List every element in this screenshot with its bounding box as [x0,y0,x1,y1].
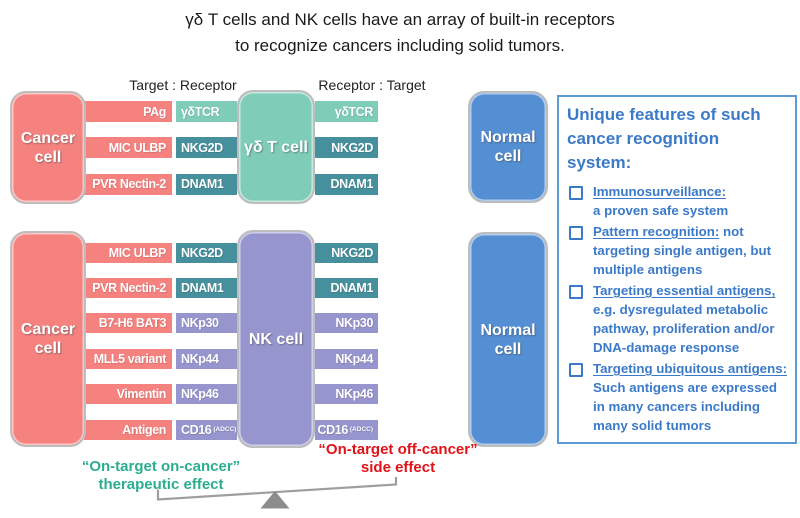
nk-cell-label: NK cell [248,330,304,348]
normal-cell-label: Normal cell [480,129,536,165]
feature-item: Immunosurveillance: a proven safe system [567,182,788,220]
target-bar: Vimentin [84,384,172,405]
target-bar: MIC ULBP [84,242,172,263]
receptor-bar-right: NKG2D [315,242,378,263]
features-list: Immunosurveillance: a proven safe system P… [567,182,788,435]
receptor-bar-right: NKp44 [315,348,378,369]
receptor-bar: DNAM1 [176,277,237,298]
therapeutic-effect-label: “On-target on-cancer” therapeutic effect [58,458,264,494]
feature-text: Pattern recognition: not targeting singl… [593,224,772,277]
label-target-receptor: Target : Receptor [129,77,237,93]
receptor-bar: NKp46 [176,384,237,405]
target-bar: PVR Nectin-2 [84,277,172,298]
side-effect-label: “On-target off-cancer” side effect [300,441,496,477]
receptor-bar-right: NKG2D [315,137,378,159]
receptor-bar-right: CD16 (ADCC) [315,419,378,440]
feature-text: Immunosurveillance: a proven safe system [593,184,729,218]
slide-title-line1: γδ T cells and NK cells have an array of… [185,10,615,29]
nk-cell-box: NK cell [237,230,315,448]
normal-cell-box-bottom: Normal cell [468,232,548,447]
feature-item: Pattern recognition: not targeting singl… [567,222,788,279]
receptor-bar: NKG2D [176,242,237,263]
target-bar: MLL5 variant [84,348,172,369]
target-bar: MIC ULBP [84,137,172,159]
receptor-bar: CD16 (ADCC) [176,419,237,440]
checkbox-bullet-icon [569,186,583,200]
receptor-bar: NKp44 [176,348,237,369]
target-bar: PAg [84,101,172,122]
receptor-bar-right: DNAM1 [315,277,378,298]
target-bar: B7-H6 BAT3 [84,313,172,334]
slide-title: γδ T cells and NK cells have an array of… [0,7,800,59]
seesaw-fulcrum-triangle [260,491,290,509]
receptor-bar: DNAM1 [176,173,237,195]
receptor-bar-right: NKp30 [315,313,378,334]
on-target-off-cancer-text: “On-target off-cancer” [318,441,478,458]
slide-title-line2: to recognize cancers including solid tum… [235,36,565,55]
receptor-bar: NKp30 [176,313,237,334]
receptor-bar-right: DNAM1 [315,173,378,195]
target-bar: Antigen [84,419,172,440]
feature-text: Targeting essential antigens, e.g. dysre… [593,283,776,355]
feature-text: Targeting ubiquitous antigens: Such anti… [593,361,788,433]
feature-item: Targeting essential antigens, e.g. dysre… [567,281,788,357]
normal-cell-label: Normal cell [480,321,536,358]
features-panel: Unique features of such cancer recogniti… [557,95,797,444]
receptor-bar: γδTCR [176,101,237,122]
normal-cell-box-top: Normal cell [468,91,548,203]
cancer-cell-box-bottom: Cancer cell [10,231,86,447]
side-effect-text: side effect [360,459,436,476]
feature-item: Targeting ubiquitous antigens: Such anti… [567,359,788,435]
cancer-cell-label: Cancer cell [20,129,76,166]
checkbox-bullet-icon [569,226,583,240]
checkbox-bullet-icon [569,363,583,377]
receptor-bar-right: γδTCR [315,101,378,122]
gd-t-cell-label: γδ T cell [244,138,308,156]
cancer-cell-box-top: Cancer cell [10,91,86,204]
cancer-cell-label: Cancer cell [20,321,76,357]
gd-t-cell-box: γδ T cell [237,90,315,204]
therapeutic-effect-text: therapeutic effect [98,476,224,493]
label-receptor-target: Receptor : Target [318,77,426,93]
receptor-bar-right: NKp46 [315,384,378,405]
checkbox-bullet-icon [569,285,583,299]
receptor-bar: NKG2D [176,137,237,159]
on-target-on-cancer-text: “On-target on-cancer” [81,458,241,475]
features-panel-title: Unique features of such cancer recogniti… [567,105,761,172]
target-bar: PVR Nectin-2 [84,173,172,195]
